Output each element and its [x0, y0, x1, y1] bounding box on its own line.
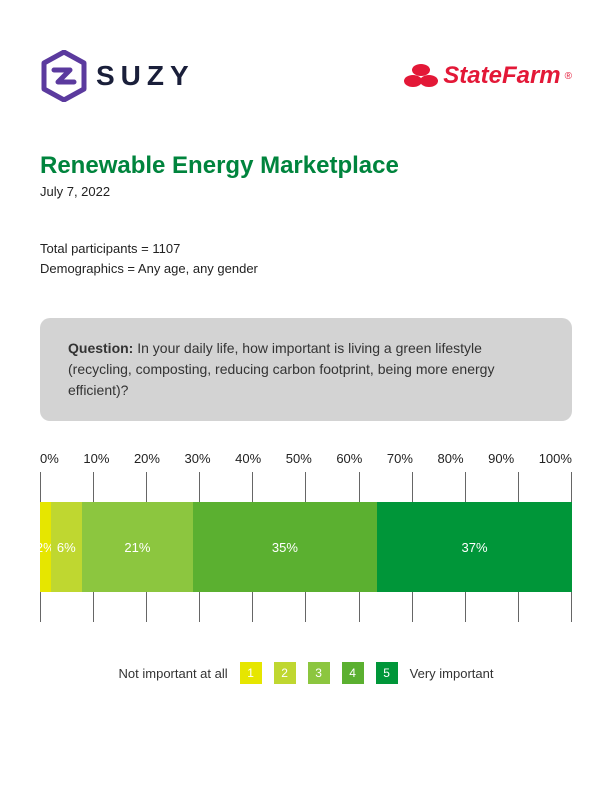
legend-swatch: 4 [342, 662, 364, 684]
header: SUZY StateFarm ® [0, 0, 612, 122]
axis-tick-label: 60% [336, 451, 362, 466]
suzy-hex-icon [40, 50, 88, 102]
axis-tick-label: 10% [83, 451, 109, 466]
question-label: Question: [68, 340, 133, 356]
axis-tick-label: 30% [185, 451, 211, 466]
statefarm-ovals-icon [403, 62, 439, 90]
bar-segment: 2% [40, 502, 51, 592]
suzy-logo: SUZY [40, 50, 195, 102]
bar-segment: 37% [377, 502, 572, 592]
legend-swatch: 2 [274, 662, 296, 684]
registered-icon: ® [565, 71, 572, 82]
axis-tick-label: 100% [539, 451, 572, 466]
bar-segment: 35% [193, 502, 377, 592]
legend: Not important at all 12345 Very importan… [40, 662, 572, 684]
statefarm-logo: StateFarm ® [403, 62, 572, 90]
legend-right-text: Very important [410, 666, 494, 681]
participants-line: Total participants = 1107 [40, 239, 572, 259]
legend-swatch: 5 [376, 662, 398, 684]
chart-area: 2%6%21%35%37% [40, 472, 572, 622]
axis-tick-label: 0% [40, 451, 59, 466]
axis-tick-label: 90% [488, 451, 514, 466]
date: July 7, 2022 [40, 184, 572, 199]
legend-swatch: 1 [240, 662, 262, 684]
axis-tick-label: 80% [438, 451, 464, 466]
axis-tick-label: 70% [387, 451, 413, 466]
page-title: Renewable Energy Marketplace [40, 152, 572, 180]
axis-labels: 0% 10% 20% 30% 40% 50% 60% 70% 80% 90% 100% [40, 451, 572, 466]
legend-items: 12345 [240, 662, 398, 684]
chart: 0% 10% 20% 30% 40% 50% 60% 70% 80% 90% 100% 2%6%21… [40, 451, 572, 622]
demographics-line: Demographics = Any age, any gender [40, 259, 572, 279]
statefarm-text: StateFarm [443, 62, 560, 90]
meta-block: Total participants = 1107 Demographics =… [0, 199, 612, 278]
legend-swatch: 3 [308, 662, 330, 684]
legend-left-text: Not important at all [119, 666, 228, 681]
axis-tick-label: 50% [286, 451, 312, 466]
stacked-bar: 2%6%21%35%37% [40, 502, 572, 592]
question-box: Question: In your daily life, how import… [40, 318, 572, 421]
axis-tick-label: 40% [235, 451, 261, 466]
axis-tick-label: 20% [134, 451, 160, 466]
bar-segment: 6% [51, 502, 83, 592]
title-block: Renewable Energy Marketplace July 7, 202… [0, 122, 612, 199]
bar-segment: 21% [82, 502, 193, 592]
suzy-text: SUZY [96, 60, 195, 92]
